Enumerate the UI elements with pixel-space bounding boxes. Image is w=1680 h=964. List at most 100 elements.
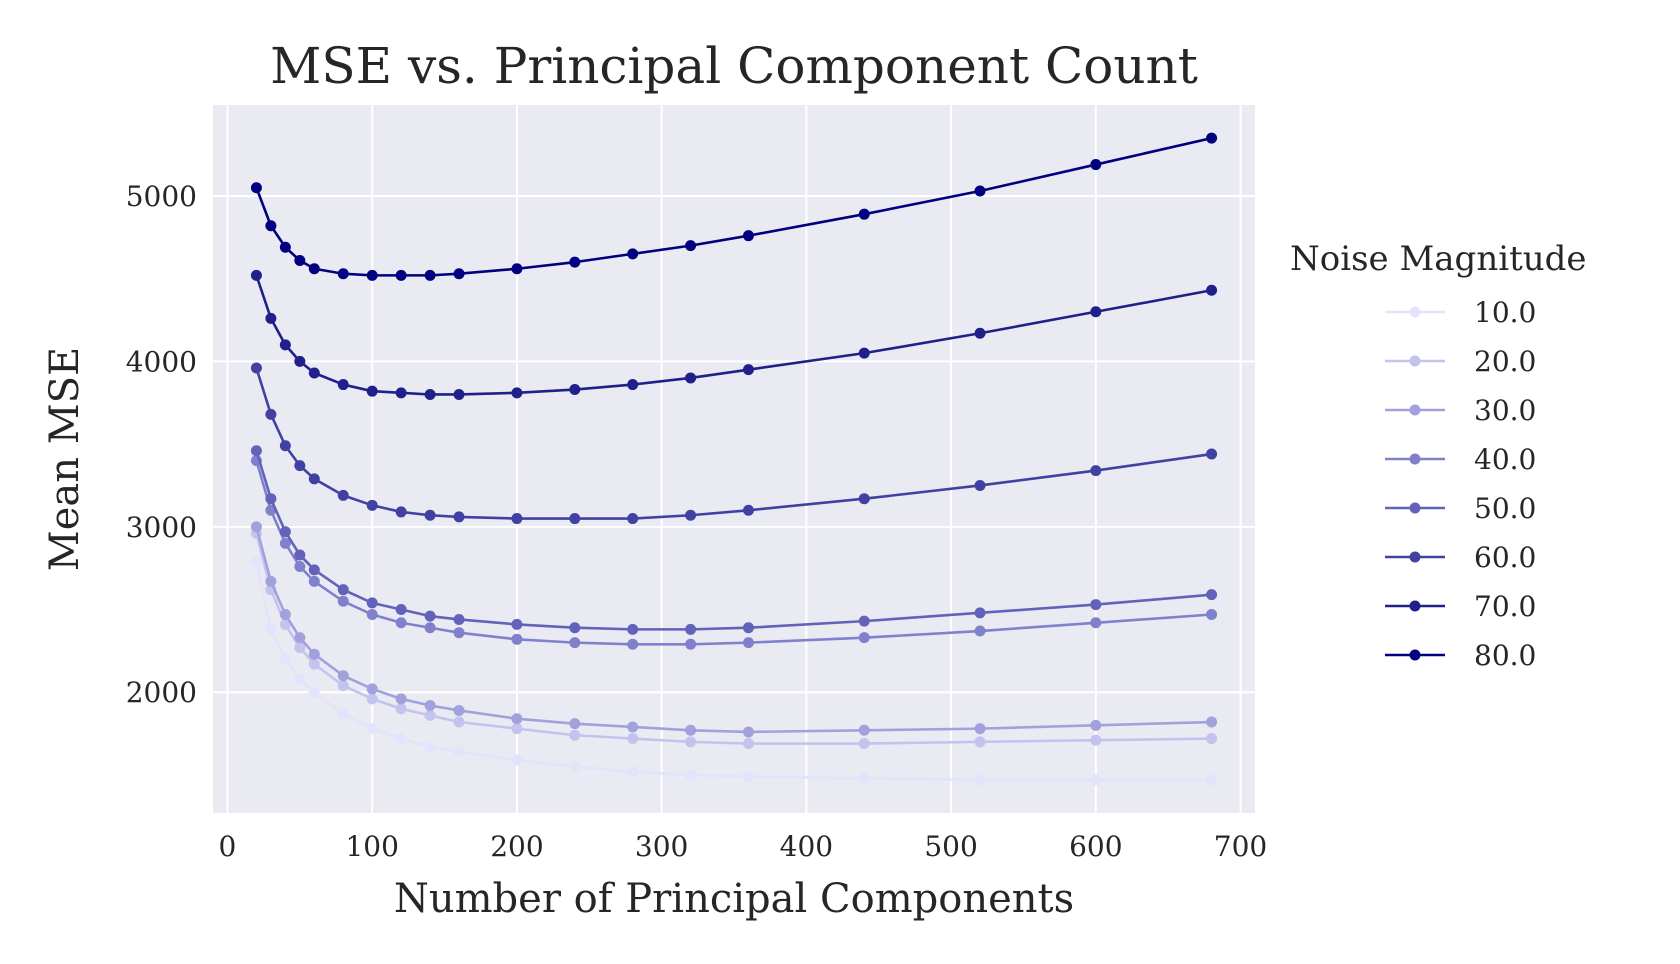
data-point	[1206, 774, 1218, 786]
data-point	[250, 521, 262, 533]
legend-label: 30.0	[1474, 394, 1536, 427]
data-point	[627, 766, 639, 778]
data-point	[294, 632, 306, 644]
data-point	[685, 769, 697, 781]
data-point	[265, 575, 277, 587]
y-tick-label-3: 5000	[126, 180, 197, 213]
data-point	[511, 754, 523, 766]
data-point	[453, 716, 465, 728]
data-point	[627, 248, 639, 260]
data-point	[742, 622, 754, 634]
data-point	[308, 658, 320, 670]
data-point	[395, 733, 407, 745]
data-point	[1206, 716, 1218, 728]
data-point	[569, 622, 581, 634]
data-point	[1206, 448, 1218, 460]
x-tick-label-2: 200	[490, 830, 543, 863]
data-point	[395, 604, 407, 616]
data-point	[742, 230, 754, 242]
data-point	[685, 509, 697, 521]
data-point	[308, 686, 320, 698]
data-point	[627, 379, 639, 391]
x-tick-label-3: 300	[635, 830, 688, 863]
plot-background	[213, 105, 1255, 813]
data-point	[424, 269, 436, 281]
data-point	[424, 741, 436, 753]
legend-marker	[1409, 600, 1421, 612]
legend-label: 40.0	[1474, 443, 1536, 476]
data-point	[453, 388, 465, 400]
data-point	[453, 627, 465, 639]
data-point	[1090, 159, 1102, 171]
data-point	[366, 385, 378, 397]
data-point	[395, 269, 407, 281]
data-point	[424, 388, 436, 400]
legend-item-50.0: 50.0	[1385, 492, 1536, 525]
data-point	[1090, 734, 1102, 746]
data-point	[685, 736, 697, 748]
data-point	[395, 506, 407, 518]
data-point	[974, 327, 986, 339]
data-point	[294, 673, 306, 685]
data-point	[511, 723, 523, 735]
data-point	[395, 617, 407, 629]
grid	[213, 105, 1255, 813]
data-point	[1206, 589, 1218, 601]
legend-label: 20.0	[1474, 345, 1536, 378]
y-tick-label-2: 4000	[126, 345, 197, 378]
x-axis-label: Number of Principal Components	[394, 876, 1074, 922]
data-point	[337, 670, 349, 682]
legend-marker	[1409, 551, 1421, 563]
data-point	[453, 613, 465, 625]
data-point	[337, 584, 349, 596]
legend-marker	[1409, 649, 1421, 661]
data-point	[742, 771, 754, 783]
data-point	[279, 608, 291, 620]
data-point	[279, 339, 291, 351]
data-point	[279, 526, 291, 538]
data-point	[858, 632, 870, 644]
data-point	[424, 610, 436, 622]
data-point	[265, 220, 277, 232]
data-point	[858, 772, 870, 784]
legend-marker	[1409, 453, 1421, 465]
data-point	[627, 733, 639, 745]
data-point	[453, 704, 465, 716]
data-point	[294, 549, 306, 561]
data-point	[294, 254, 306, 266]
data-point	[742, 637, 754, 649]
series-60.0	[250, 362, 1218, 525]
data-point	[308, 263, 320, 275]
data-point	[337, 680, 349, 692]
legend-label: 50.0	[1474, 492, 1536, 525]
data-point	[511, 263, 523, 275]
data-point	[685, 372, 697, 384]
data-point	[453, 268, 465, 280]
data-point	[1090, 465, 1102, 477]
legend-item-40.0: 40.0	[1385, 443, 1536, 476]
data-point	[337, 595, 349, 607]
y-tick-label-0: 2000	[126, 676, 197, 709]
legend-items: 10.0 20.0 30.0 40.0 50.0 60.0 70.0 80.0	[1385, 296, 1536, 672]
data-point	[395, 387, 407, 399]
data-point	[279, 537, 291, 549]
legend-marker	[1409, 404, 1421, 416]
data-point	[337, 708, 349, 720]
data-point	[308, 473, 320, 485]
data-point	[742, 726, 754, 738]
data-point	[308, 648, 320, 660]
series-10.0	[250, 556, 1218, 786]
data-point	[337, 489, 349, 501]
data-point	[858, 208, 870, 220]
data-point	[265, 493, 277, 505]
data-point	[627, 638, 639, 650]
data-point	[858, 724, 870, 736]
legend-item-30.0: 30.0	[1385, 394, 1536, 427]
data-point	[511, 713, 523, 725]
data-point	[337, 379, 349, 391]
data-point	[569, 637, 581, 649]
legend-label: 10.0	[1474, 296, 1536, 329]
data-point	[685, 240, 697, 252]
data-point	[424, 709, 436, 721]
